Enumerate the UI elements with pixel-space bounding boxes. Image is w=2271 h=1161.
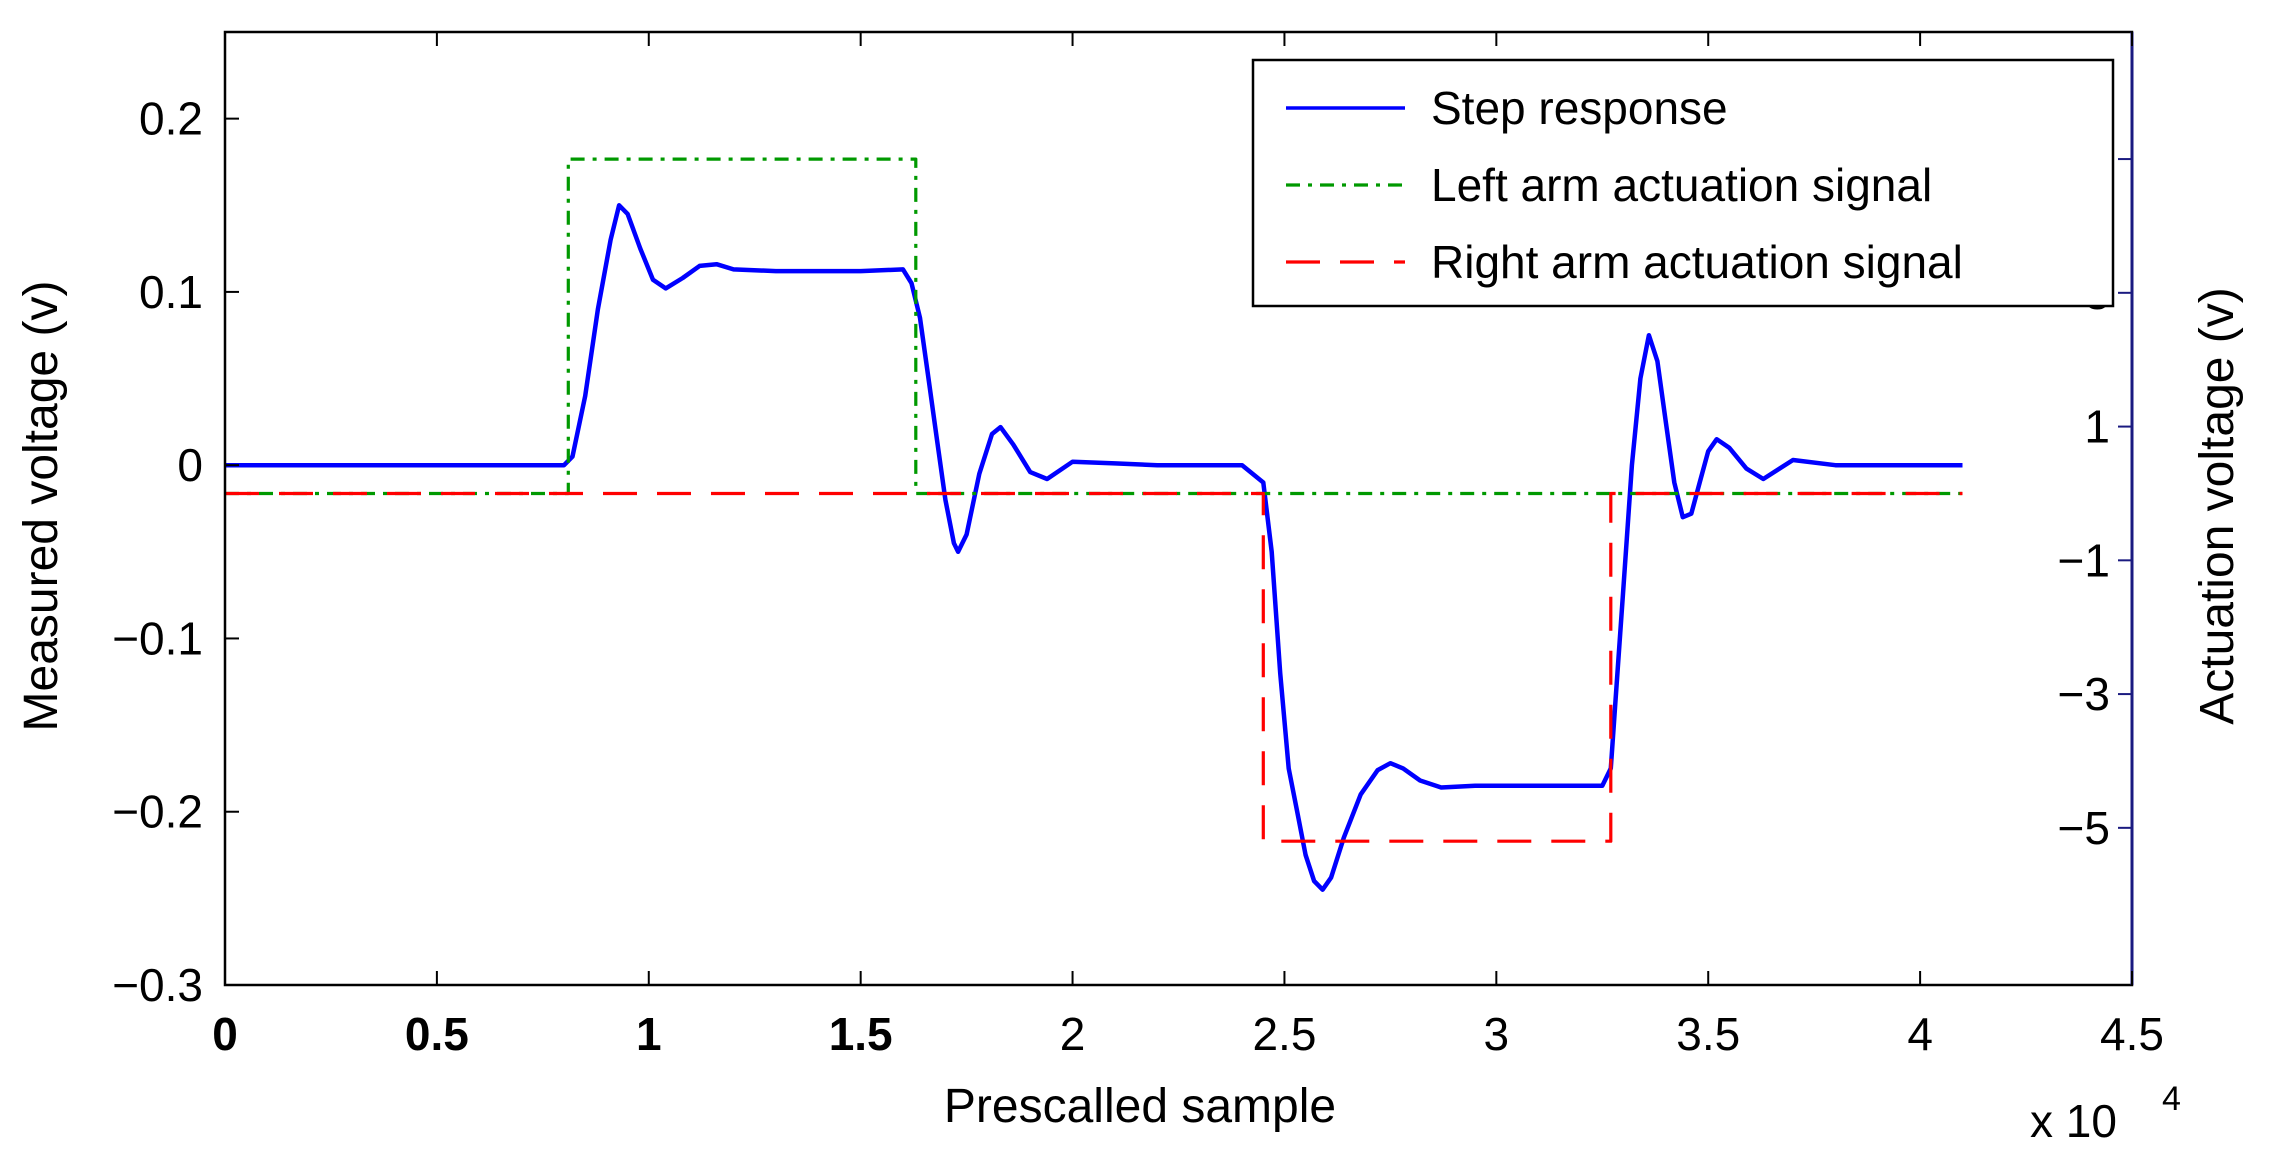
y-right-tick-label: 1 (2084, 401, 2110, 453)
x-tick-label: 0 (212, 1008, 238, 1060)
y-axis-left-label: Measured voltage (v) (15, 281, 68, 732)
ticks-layer: 00.511.522.533.544.50.20.10−0.1−0.2−0.35… (112, 32, 2164, 1060)
y-left-tick-label: 0 (177, 439, 203, 491)
y-right-tick-label: −1 (2058, 534, 2110, 586)
y-left-tick-label: −0.3 (112, 959, 203, 1011)
x-tick-label: 2 (1060, 1008, 1086, 1060)
x-multiplier-label: x 10 (2030, 1095, 2117, 1147)
x-tick-label: 0.5 (405, 1008, 469, 1060)
legend-box (1251, 58, 2115, 308)
x-tick-label: 1 (636, 1008, 662, 1060)
series-line-step-response (225, 203, 1963, 892)
legend: Step response Left arm actuation signal Ri… (1251, 58, 2115, 308)
x-axis-label: Prescalled sample (944, 1080, 1336, 1133)
legend-entry-label: Left arm actuation signal (1431, 159, 1932, 211)
x-multiplier-exponent: 4 (2162, 1080, 2181, 1118)
y-left-tick-label: 0.1 (139, 266, 203, 318)
series-line-right-arm-actuation-signal (225, 491, 1963, 843)
legend-entry-label: Right arm actuation signal (1431, 236, 1963, 288)
y-right-tick-label: −3 (2058, 668, 2110, 720)
y-left-tick-label: −0.1 (112, 612, 203, 664)
x-tick-label: 4 (1907, 1008, 1933, 1060)
x-multiplier: x 10 4 (2030, 1080, 2181, 1147)
y-axis-right-label: Actuation voltage (v) (2191, 287, 2244, 725)
y-left-tick-label: 0.2 (139, 93, 203, 145)
x-tick-label: 2.5 (1252, 1008, 1316, 1060)
x-tick-label: 4.5 (2100, 1008, 2164, 1060)
y-right-tick-label: −5 (2058, 802, 2110, 854)
x-tick-label: 3.5 (1676, 1008, 1740, 1060)
axes-layer (223, 30, 2134, 987)
legend-entry-label: Step response (1431, 82, 1728, 134)
series-layer (225, 157, 1963, 892)
x-tick-label: 3 (1484, 1008, 1510, 1060)
labels-layer: Prescalled sample Measured voltage (v) A… (15, 281, 2244, 1147)
y-left-tick-label: −0.2 (112, 786, 203, 838)
x-tick-label: 1.5 (829, 1008, 893, 1060)
